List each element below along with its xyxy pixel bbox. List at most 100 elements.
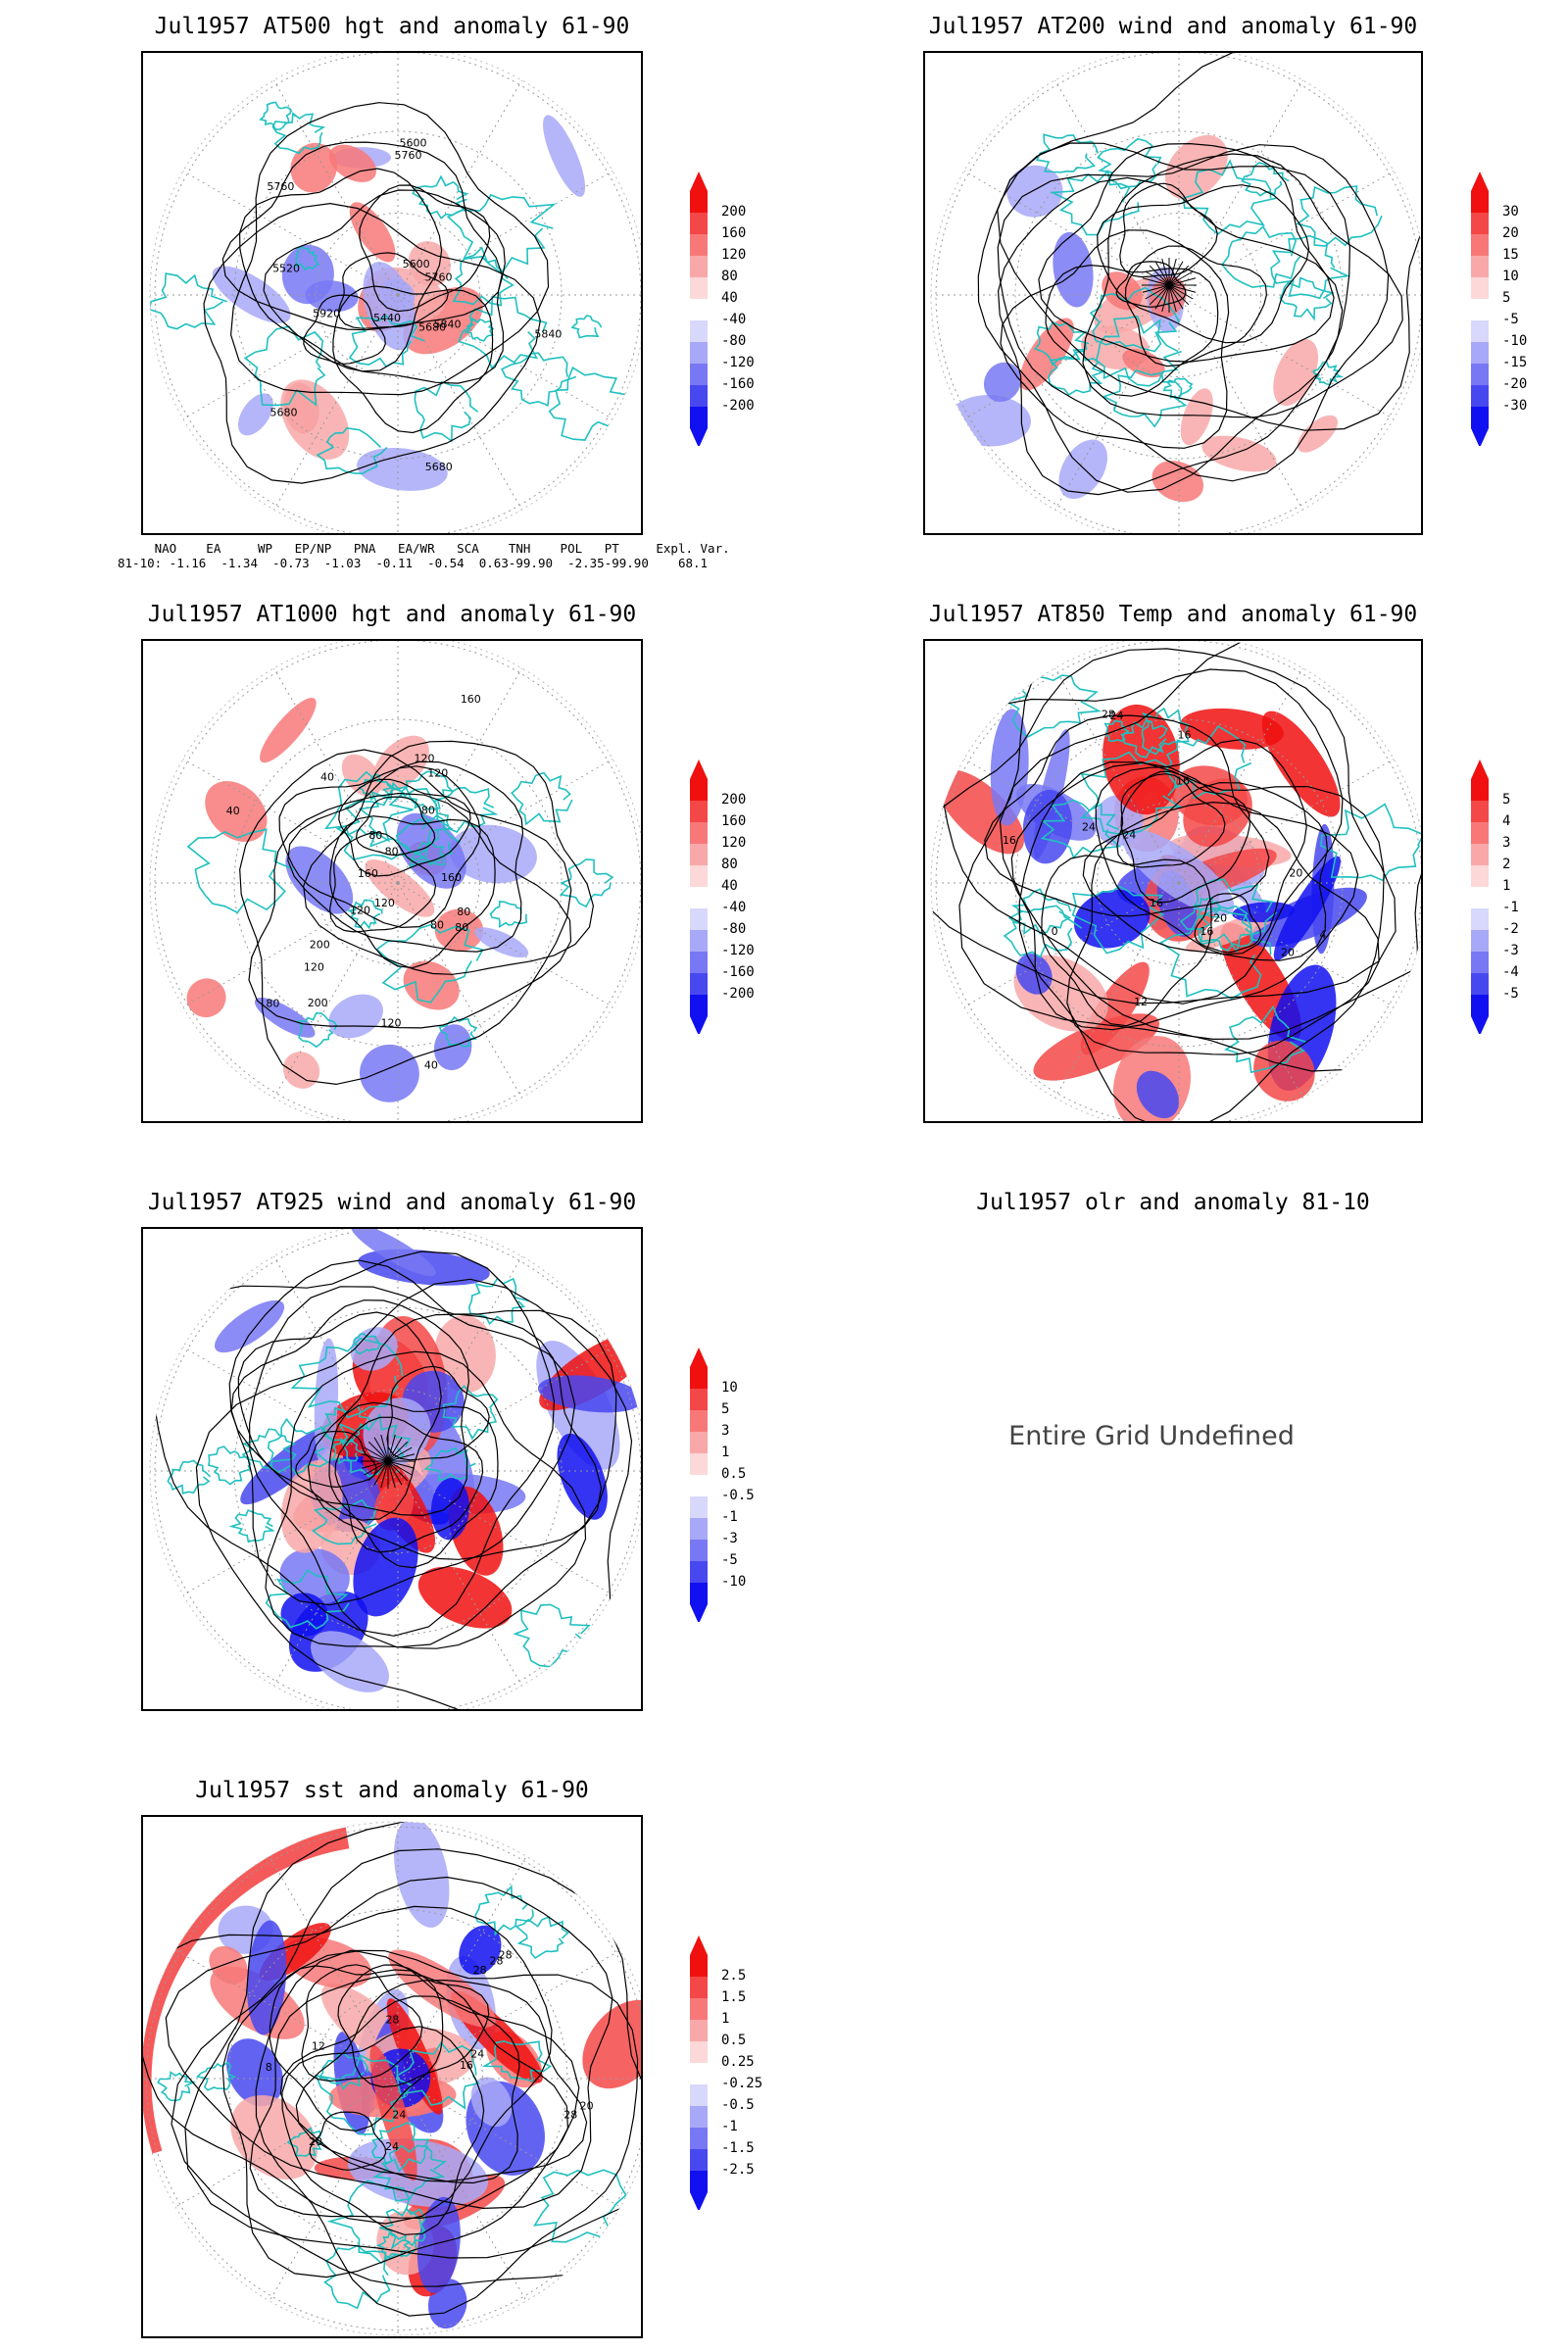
coastline [150, 272, 227, 330]
streamline [1168, 284, 1184, 310]
colorbar-swatch [690, 844, 708, 865]
contour-label: 20 [580, 2099, 594, 2112]
undefined-grid-message: Entire Grid Undefined [1008, 1421, 1295, 1451]
contour-label: 24 [1110, 710, 1124, 722]
anomaly-shading [1102, 704, 1180, 815]
map-at1000: 80 80 120 200 160 120 160 80 40 80 40 120 80 200 160 12… [141, 639, 643, 1123]
contour-label: 120 [415, 753, 435, 765]
contour-label: 24 [1082, 821, 1096, 834]
longitude-line [273, 667, 399, 884]
contour-line [359, 184, 491, 313]
streamline [387, 1460, 413, 1476]
streamline [151, 1250, 556, 1637]
anomaly-shading [417, 1566, 513, 1629]
colorbar-swatch [690, 1496, 708, 1518]
anomaly-shading [351, 1229, 436, 1277]
streamline [387, 1446, 413, 1462]
contour-label: 16 [460, 2059, 473, 2072]
colorbar-swatch [690, 1432, 708, 1453]
colorbar-swatch [690, 2171, 708, 2192]
colorbar-label: 5 [1502, 792, 1511, 808]
colorbar-swatch [690, 1955, 708, 1977]
colorbar-swatch [1471, 407, 1489, 428]
longitude-line [1178, 667, 1303, 884]
anomaly-shading [434, 908, 484, 952]
streamline [387, 1460, 396, 1489]
contour-label: 24 [470, 2048, 484, 2061]
latitude-circle [1097, 801, 1261, 965]
coastline [1071, 885, 1165, 955]
colorbar-label: 1.5 [721, 1989, 747, 2005]
colorbar-label: 200 [721, 204, 747, 220]
contour-label: 28 [564, 2108, 577, 2121]
contour-line [143, 1905, 553, 2225]
coastline [438, 1015, 478, 1048]
polar-map-at200 [930, 53, 1421, 533]
latitude-circle [316, 213, 480, 377]
anomaly-shading [1102, 271, 1143, 311]
colorbar-label: -3 [1502, 943, 1519, 958]
streamline [237, 1311, 442, 1521]
anomaly-shading [1053, 231, 1094, 308]
coastline [1080, 751, 1183, 835]
longitude-line [397, 171, 613, 296]
colorbar-swatch [1471, 299, 1489, 320]
anomaly-shading [1015, 953, 1053, 995]
anomaly-shading [372, 735, 429, 792]
anomaly-shading [1136, 1070, 1180, 1119]
streamline [1149, 284, 1170, 306]
contour-line [229, 102, 550, 396]
coastline [1095, 315, 1182, 387]
coastline [290, 1337, 404, 1419]
coastline [379, 2206, 426, 2250]
colorbar-swatch [1471, 385, 1489, 407]
anomaly-shading [280, 379, 350, 460]
streamline [1168, 258, 1177, 286]
anomaly-shading [1022, 789, 1073, 864]
streamline [386, 1365, 490, 1461]
streamline [380, 1434, 389, 1462]
colorbar-swatch [690, 1367, 708, 1389]
colorbar-label: -1 [1502, 900, 1519, 915]
colorbar-swatch [1471, 908, 1489, 930]
contour-label: 28 [499, 1949, 513, 1962]
contour-line [238, 168, 443, 372]
streamline [1154, 284, 1170, 310]
streamline [387, 1460, 409, 1482]
longitude-line [397, 2078, 527, 2302]
coastline [474, 1884, 534, 1936]
colorbar-swatch [690, 342, 708, 364]
contour-label: 12 [1134, 996, 1148, 1008]
colorbar-swatch [1471, 973, 1489, 995]
coastline [511, 771, 573, 826]
contour-line [255, 1949, 639, 2317]
colorbar-swatch [690, 1977, 708, 1998]
teleconnection-indices: NAO EA WP EP/NP PNA EA/WR SCA TNH POL PT… [118, 541, 730, 570]
contour-label: 20 [1281, 947, 1295, 959]
longitude-line [397, 1255, 522, 1472]
anomaly-shading [260, 698, 317, 763]
anomaly-shading [1180, 388, 1213, 446]
colorbar-label: 2 [1502, 857, 1511, 872]
colorbar-label: 80 [721, 269, 738, 284]
streamline [1168, 261, 1184, 286]
longitude-line [1054, 667, 1180, 884]
streamline [368, 1460, 389, 1482]
panel-title-at1000: Jul1957 AT1000 hgt and anomaly 61-90 [147, 602, 637, 627]
colorbar-swatch [690, 779, 708, 801]
contour-line [1082, 782, 1329, 961]
latitude-circle [316, 801, 480, 965]
streamline [1168, 284, 1197, 293]
panel-title-sst: Jul1957 sst and anomaly 61-90 [195, 1778, 589, 1803]
streamline [1168, 277, 1197, 286]
colorbar-label: 0.25 [721, 2054, 755, 2070]
coastline [1048, 350, 1103, 396]
coastline [570, 315, 603, 339]
streamline [1168, 284, 1190, 306]
colorbar-label: 10 [721, 1380, 738, 1396]
latitude-circle [316, 1389, 480, 1553]
anomaly-shading [281, 244, 334, 305]
colorbar-label: -0.5 [721, 2097, 755, 2113]
longitude-line [182, 171, 399, 296]
